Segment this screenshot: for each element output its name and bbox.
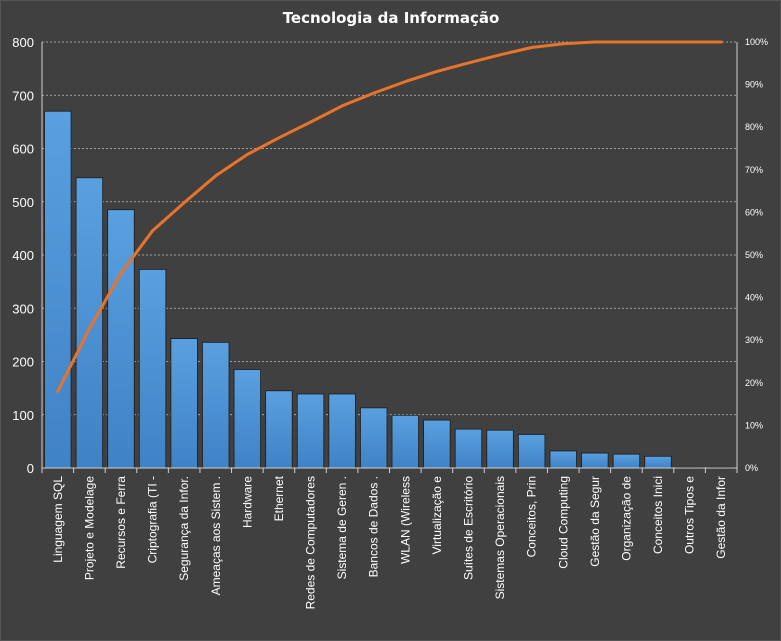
bar — [233, 369, 262, 469]
y2-tick-label: 80% — [745, 122, 763, 132]
x-tick-label: Ameaças aos Sistem . — [209, 476, 223, 595]
x-tick-label: Outros Tipos e — [683, 476, 697, 554]
bar — [75, 177, 104, 469]
chart-title: Tecnologia da Informação — [283, 9, 500, 27]
x-tick-label: Criptografia (TI - — [146, 476, 160, 563]
x-tick-label: Segurança da Infor. — [177, 476, 191, 581]
bar — [328, 393, 356, 469]
y2-tick-label: 10% — [745, 420, 763, 430]
bar — [360, 407, 388, 469]
bar — [423, 419, 451, 469]
y-tick-label: 600 — [12, 142, 34, 157]
bar — [454, 428, 483, 469]
y-tick-label: 500 — [12, 195, 34, 210]
bar — [265, 390, 293, 469]
bar — [107, 209, 135, 469]
y2-tick-label: 70% — [745, 165, 763, 175]
y2-tick-label: 0% — [745, 463, 758, 473]
bar — [138, 268, 167, 469]
y2-tick-label: 30% — [745, 335, 763, 345]
bar — [486, 429, 514, 469]
x-tick-label: Conceitos, Prin — [525, 476, 539, 557]
bar — [170, 338, 198, 469]
x-tick-label: Sistema de Geren . — [335, 476, 349, 579]
x-tick-label: Linguagem SQL — [51, 476, 65, 563]
x-tick-label: Hardware — [240, 476, 254, 528]
bar — [581, 452, 609, 469]
y2-tick-label: 20% — [745, 378, 763, 388]
y-tick-label: 300 — [12, 301, 34, 316]
x-tick-label: Redes de Computadores — [304, 476, 318, 609]
y2-tick-label: 40% — [745, 293, 763, 303]
y2-tick-label: 60% — [745, 207, 763, 217]
bar — [517, 434, 546, 469]
bar — [44, 110, 72, 469]
y-tick-label: 400 — [12, 248, 34, 263]
bar — [612, 453, 641, 469]
cumulative-line — [56, 40, 723, 393]
y2-tick-label: 90% — [745, 80, 763, 90]
x-tick-label: Projeto e Modelage — [82, 476, 96, 580]
y-tick-label: 100 — [12, 408, 34, 423]
x-tick-label: Cloud Computing — [556, 476, 570, 569]
y-tick-label: 200 — [12, 355, 34, 370]
x-tick-label: Gestão da Infor — [714, 476, 728, 559]
bar — [202, 341, 230, 469]
bar — [644, 455, 672, 469]
x-tick-label: Gestão da Segur — [588, 476, 602, 567]
y-tick-label: 0 — [27, 461, 34, 476]
x-tick-label: Recursos e Ferra — [114, 476, 128, 569]
x-tick-label: Virtualização e — [430, 476, 444, 555]
y2-tick-label: 100% — [745, 37, 768, 47]
x-tick-label: Suítes de Escritório — [461, 476, 475, 580]
y-tick-label: 700 — [12, 88, 34, 103]
x-tick-label: Ethernet — [272, 475, 286, 521]
x-tick-label: Organização de — [619, 476, 633, 561]
x-tick-label: Bancos de Dados . — [367, 476, 381, 577]
y-tick-label: 800 — [12, 35, 34, 50]
x-tick-label: WLAN (Wireless — [398, 476, 412, 564]
y2-tick-label: 50% — [745, 250, 763, 260]
x-tick-label: Sistemas Operacionais — [493, 476, 507, 599]
bar — [296, 393, 325, 469]
x-tick-label: Conceitos Inici — [651, 476, 665, 554]
bar — [549, 450, 577, 469]
bar — [391, 414, 419, 469]
